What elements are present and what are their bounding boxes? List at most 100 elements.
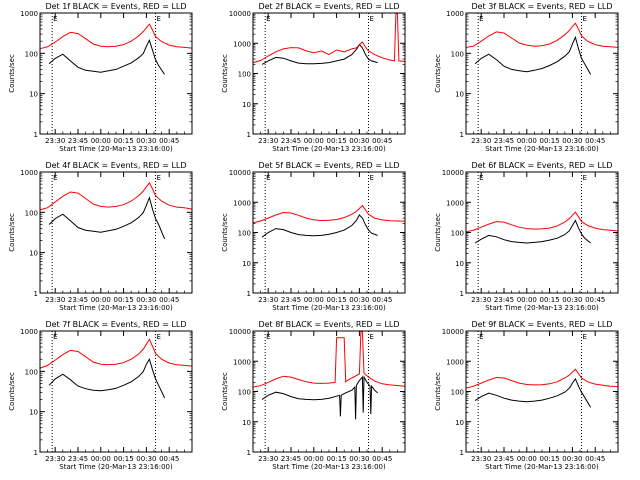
x-axis-label: Start Time (20-Mar-13 23:16:00) [485,304,599,312]
x-tick-label: 00:45 [372,296,392,304]
x-axis-label: Start Time (20-Mar-13 23:16:00) [485,463,599,471]
x-tick-label: 23:30 [258,137,278,145]
y-tick-label: 10000 [229,10,251,18]
x-tick-label: 23:30 [471,455,491,463]
panel-9: Det 9f BLACK = Events, RED = LLD E E 1 10 100… [434,320,619,471]
x-axis-label: Start Time (20-Mar-13 23:16:00) [272,304,386,312]
marker-label: E [157,174,161,182]
x-tick-label: 00:15 [327,296,347,304]
x-tick-label: 00:00 [304,455,324,463]
x-tick-label: 00:30 [562,137,582,145]
x-tick-label: 23:45 [68,296,88,304]
marker-label: E [266,15,270,23]
y-axis-label: Counts/sec [8,54,16,93]
y-axis-label: Counts/sec [434,54,442,93]
x-axis-label: Start Time (20-Mar-13 23:16:00) [272,145,386,153]
marker-label: E [53,333,57,341]
series-events-line [261,43,378,65]
x-tick-label: 00:30 [349,455,369,463]
plot-frame [39,330,193,453]
x-axis-label: Start Time (20-Mar-13 23:16:00) [59,145,173,153]
x-tick-label: 00:45 [159,296,179,304]
x-tick-label: 00:00 [304,137,324,145]
y-tick-label: 1000 [446,199,464,207]
series-lld-line [252,331,406,388]
marker-label: E [53,174,57,182]
y-tick-label: 10000 [229,328,251,336]
marker-label: E [370,174,374,182]
y-tick-label: 100 [451,230,464,238]
x-tick-label: 00:45 [585,296,605,304]
plot-frame [465,171,619,294]
x-tick-label: 23:30 [258,296,278,304]
y-tick-label: 10 [455,260,464,268]
series-lld-line [252,13,406,64]
x-tick-label: 00:00 [91,455,111,463]
x-tick-label: 23:45 [494,455,514,463]
series-events-line [261,214,378,238]
marker-label: E [266,174,270,182]
x-tick-label: 00:15 [327,137,347,145]
panel-title: Det 6f BLACK = Events, RED = LLD [471,161,612,170]
y-tick-label: 1 [460,131,464,139]
y-tick-label: 10000 [229,169,251,177]
panel-title: Det 9f BLACK = Events, RED = LLD [471,320,612,329]
plot-frame [465,12,619,135]
series-events-line [48,196,166,240]
x-tick-label: 23:45 [68,455,88,463]
panel-title: Det 5f BLACK = Events, RED = LLD [258,161,399,170]
plot-frame [252,12,406,135]
x-tick-label: 00:45 [159,455,179,463]
panel-title: Det 1f BLACK = Events, RED = LLD [45,2,186,11]
marker-label: E [157,333,161,341]
x-tick-label: 00:15 [327,455,347,463]
series-lld-line [39,338,193,369]
plot-frame [252,171,406,294]
x-tick-label: 23:45 [281,137,301,145]
x-axis-label: Start Time (20-Mar-13 23:16:00) [59,463,173,471]
y-tick-label: 100 [238,389,251,397]
x-tick-label: 00:45 [159,137,179,145]
x-tick-label: 00:15 [540,455,560,463]
x-axis-label: Start Time (20-Mar-13 23:16:00) [485,145,599,153]
marker-label: E [583,15,587,23]
x-tick-label: 00:30 [562,296,582,304]
y-tick-label: 1000 [233,358,251,366]
x-tick-label: 00:00 [517,296,537,304]
y-tick-label: 100 [25,209,38,217]
x-tick-label: 23:45 [494,137,514,145]
marker-label: E [370,15,374,23]
x-tick-label: 00:45 [372,137,392,145]
x-axis-label: Start Time (20-Mar-13 23:16:00) [272,463,386,471]
y-tick-label: 100 [451,389,464,397]
y-tick-label: 10 [242,101,251,109]
panel-5: Det 5f BLACK = Events, RED = LLD E E 1 10 100… [221,161,406,312]
y-axis-label: Counts/sec [221,54,229,93]
y-tick-label: 1000 [233,199,251,207]
y-tick-label: 1000 [446,10,464,18]
panel-title: Det 3f BLACK = Events, RED = LLD [471,2,612,11]
y-tick-label: 1000 [20,10,38,18]
panel-3: Det 3f BLACK = Events, RED = LLD E E 1 10 100… [434,2,619,153]
y-tick-label: 1 [34,290,38,298]
series-lld-line [39,181,193,211]
y-tick-label: 10 [242,419,251,427]
x-tick-label: 00:30 [349,137,369,145]
y-tick-label: 1 [247,290,251,298]
y-tick-label: 1 [247,449,251,457]
y-axis-label: Counts/sec [8,372,16,411]
x-tick-label: 00:00 [304,296,324,304]
panel-title: Det 2f BLACK = Events, RED = LLD [258,2,399,11]
x-tick-label: 00:00 [517,455,537,463]
y-tick-label: 10 [29,409,38,417]
panel-title: Det 7f BLACK = Events, RED = LLD [45,320,186,329]
x-tick-label: 00:00 [517,137,537,145]
y-tick-label: 1 [34,131,38,139]
y-tick-label: 100 [25,50,38,58]
x-tick-label: 00:30 [136,137,156,145]
y-axis-label: Counts/sec [221,213,229,252]
marker-label: E [479,174,483,182]
x-tick-label: 00:30 [349,296,369,304]
marker-label: E [583,174,587,182]
